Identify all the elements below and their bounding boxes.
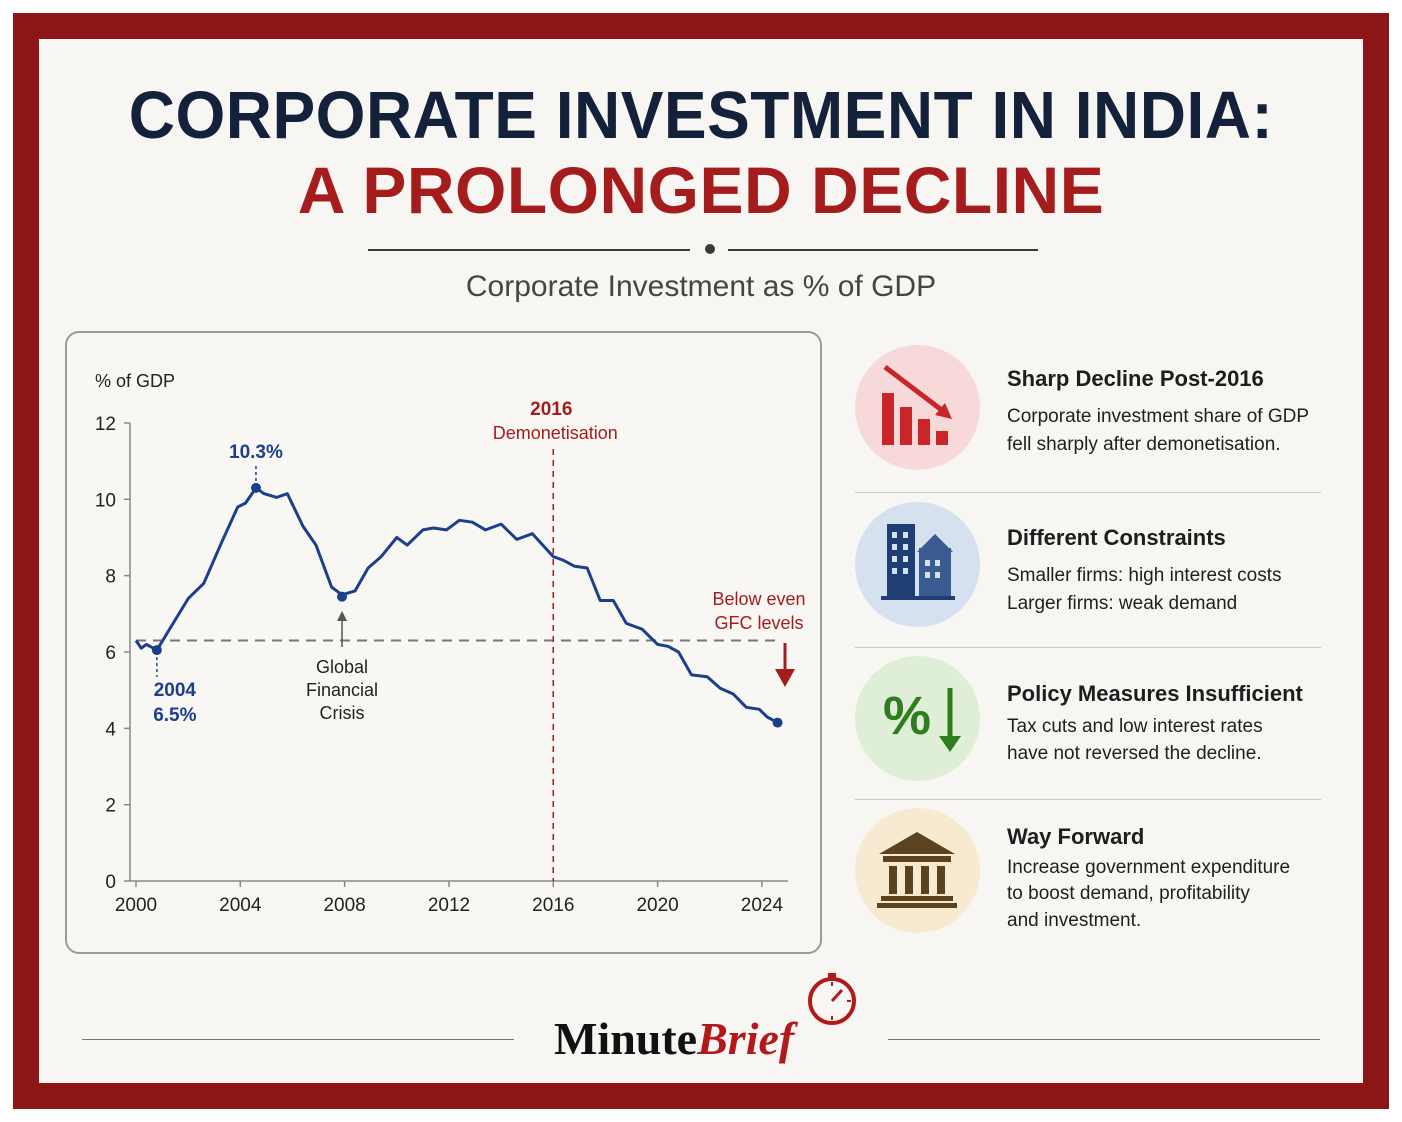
y-tick-label: 0 (105, 872, 116, 893)
info-title-3: Way Forward (1007, 824, 1145, 849)
y-tick-label: 4 (105, 719, 116, 740)
info-line-3-0: Increase government expenditure (1007, 857, 1291, 878)
brand-part-2: Brief (697, 1013, 795, 1064)
below-gfc-annotation-line: GFC levels (714, 613, 803, 633)
decline-icon-circle (855, 345, 980, 470)
info-line-2-1: have not reversed the decline. (1007, 743, 1262, 764)
info-line-1-0: Smaller firms: high interest costs (1007, 565, 1282, 586)
below-gfc-annotation-line: Below even (712, 589, 805, 609)
info-separator (855, 647, 1321, 648)
trough-value-label: 6.5% (153, 705, 196, 726)
footer-line-right (888, 1039, 1320, 1040)
chart-subtitle: Corporate Investment as % of GDP (465, 270, 937, 303)
info-title-2: Policy Measures Insufficient (1007, 681, 1303, 706)
event-year-label: 2016 (530, 399, 572, 420)
way-forward-icon-circle (855, 808, 980, 933)
gfc-annotation-line: Financial (306, 680, 378, 700)
title-divider-dot (705, 244, 715, 254)
title-divider-right (728, 249, 1038, 251)
info-line-1-1: Larger firms: weak demand (1007, 593, 1238, 614)
brand-logo: MinuteBrief (554, 1012, 794, 1065)
chart-panel: 0 2 4 6 8 10 12 2000 2004 2008 2012 2016 2020 2024 % o… (65, 331, 822, 954)
footer-line-left (82, 1039, 514, 1040)
info-line-2-0: Tax cuts and low interest rates (1007, 716, 1263, 737)
info-separator (855, 492, 1321, 493)
declining-bar-chart-icon (882, 365, 952, 445)
info-line-3-1: to boost demand, profitability (1007, 883, 1250, 904)
y-tick-label: 6 (105, 643, 116, 664)
constraints-icon-circle (855, 502, 980, 627)
x-tick-label: 2024 (741, 895, 784, 916)
x-tick-label: 2004 (219, 895, 262, 916)
x-tick-label: 2012 (428, 895, 470, 916)
stopwatch-icon (808, 973, 856, 1025)
data-point-marker (250, 482, 261, 493)
title-line-2: A PROLONGED DECLINE (297, 153, 1105, 227)
trough-year-label: 2004 (154, 680, 197, 701)
info-separator (855, 799, 1321, 800)
y-tick-label: 2 (105, 796, 116, 817)
info-title-0: Sharp Decline Post-2016 (1007, 366, 1264, 391)
government-building-icon (877, 832, 957, 908)
investment-series-line (134, 486, 779, 724)
info-title-1: Different Constraints (1007, 525, 1226, 550)
y-tick-label: 10 (95, 490, 116, 511)
y-tick-label: 8 (105, 567, 116, 588)
data-point-marker (151, 645, 162, 656)
x-tick-label: 2020 (636, 895, 678, 916)
percent-down-icon: % (883, 686, 961, 752)
gfc-arrow-head (337, 611, 348, 621)
y-tick-label: 12 (95, 414, 116, 435)
info-line-3-2: and investment. (1007, 910, 1142, 931)
buildings-icon (881, 524, 955, 600)
svg-text:%: % (883, 686, 931, 746)
brand-part-1: Minute (554, 1013, 698, 1064)
line-chart: 0 2 4 6 8 10 12 2000 2004 2008 2012 2016 2020 2024 % o… (95, 371, 806, 916)
data-point-marker (772, 717, 783, 728)
x-tick-label: 2016 (532, 895, 574, 916)
peak-value-label: 10.3% (229, 442, 283, 463)
data-point-marker (337, 591, 348, 602)
gfc-annotation-line: Global (316, 657, 368, 677)
decline-arrow-head (775, 669, 795, 687)
info-line-0-0: Corporate investment share of GDP (1007, 406, 1310, 427)
title-divider-left (368, 249, 690, 251)
info-line-0-1: fell sharply after demonetisation. (1007, 434, 1281, 455)
x-tick-label: 2008 (323, 895, 365, 916)
y-axis-label: % of GDP (95, 371, 175, 391)
policy-icon-circle: % (855, 656, 980, 781)
gfc-annotation-line: Crisis (320, 703, 365, 723)
event-name-label: Demonetisation (493, 423, 618, 443)
title-line-1: CORPORATE INVESTMENT IN INDIA: (128, 77, 1274, 153)
x-tick-label: 2000 (115, 895, 157, 916)
